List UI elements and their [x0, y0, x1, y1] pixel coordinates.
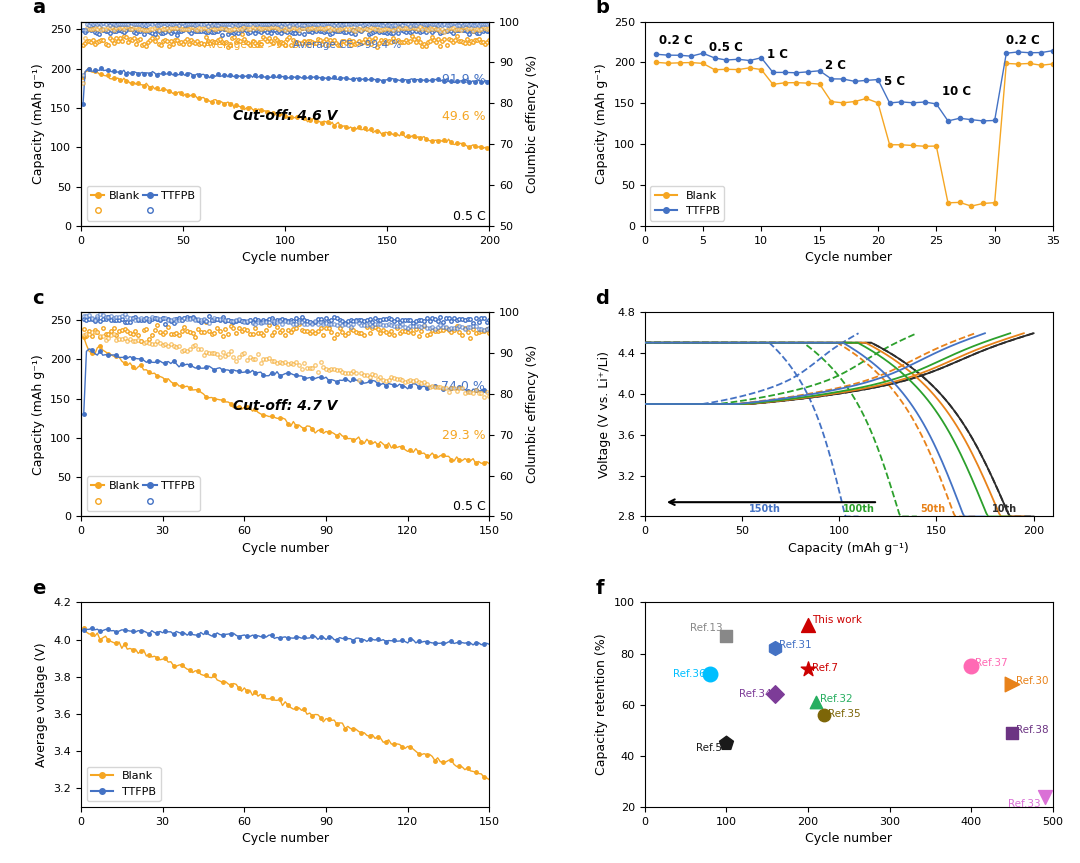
- Text: 29.3 %: 29.3 %: [442, 429, 485, 442]
- Text: Ref.37: Ref.37: [975, 658, 1008, 668]
- Text: Ref.32: Ref.32: [820, 694, 853, 704]
- Text: e: e: [32, 579, 45, 598]
- Text: 0.5 C: 0.5 C: [453, 210, 485, 223]
- Text: Average CE >99.4 %: Average CE >99.4 %: [294, 41, 402, 50]
- X-axis label: Cycle number: Cycle number: [806, 832, 892, 845]
- Legend: Blank, , TTFPB, : Blank, , TTFPB,: [86, 186, 200, 221]
- Text: Average CE >98.3 %: Average CE >98.3 %: [203, 41, 312, 50]
- Text: 50th: 50th: [920, 504, 945, 514]
- Text: d: d: [595, 289, 609, 308]
- Point: [767, 641, 784, 655]
- Point: [717, 736, 734, 750]
- Text: Ref.31: Ref.31: [780, 640, 812, 651]
- Text: Ref.7: Ref.7: [812, 664, 838, 673]
- Point: [1003, 726, 1021, 740]
- Text: 2 C: 2 C: [825, 59, 847, 72]
- Y-axis label: Columbic effiency (%): Columbic effiency (%): [526, 345, 539, 483]
- Legend: Blank, TTFPB: Blank, TTFPB: [650, 186, 725, 221]
- Text: c: c: [32, 289, 43, 308]
- Text: 10th: 10th: [991, 504, 1017, 514]
- Text: 74.0 %: 74.0 %: [442, 380, 485, 393]
- X-axis label: Cycle number: Cycle number: [242, 832, 328, 845]
- Text: 0.5 C: 0.5 C: [708, 41, 743, 54]
- Text: a: a: [32, 0, 45, 17]
- Y-axis label: Capacity (mAh g⁻¹): Capacity (mAh g⁻¹): [595, 64, 608, 184]
- Text: This work: This work: [812, 614, 862, 625]
- Text: Cut-off: 4.7 V: Cut-off: 4.7 V: [233, 400, 337, 413]
- Text: 0.2 C: 0.2 C: [659, 35, 692, 47]
- Y-axis label: Capacity retention (%): Capacity retention (%): [595, 633, 608, 776]
- Text: Ref.35: Ref.35: [828, 709, 861, 720]
- X-axis label: Cycle number: Cycle number: [242, 251, 328, 264]
- Text: Ref.33: Ref.33: [1008, 799, 1041, 809]
- Y-axis label: Capacity (mAh g⁻¹): Capacity (mAh g⁻¹): [31, 354, 44, 475]
- Text: b: b: [595, 0, 609, 17]
- Text: Ref.30: Ref.30: [1016, 677, 1049, 686]
- Text: 150th: 150th: [750, 504, 781, 514]
- X-axis label: Cycle number: Cycle number: [242, 542, 328, 555]
- Point: [701, 667, 718, 681]
- Y-axis label: Voltage (V vs. Li⁺/Li): Voltage (V vs. Li⁺/Li): [598, 350, 611, 478]
- Text: 0.2 C: 0.2 C: [1007, 35, 1040, 47]
- Legend: Blank, TTFPB: Blank, TTFPB: [86, 767, 161, 802]
- Point: [767, 688, 784, 702]
- Y-axis label: Columbic effiency (%): Columbic effiency (%): [526, 54, 539, 193]
- Point: [808, 696, 825, 709]
- Text: Ref.38: Ref.38: [1016, 725, 1049, 734]
- X-axis label: Cycle number: Cycle number: [806, 251, 892, 264]
- Y-axis label: Average voltage (V): Average voltage (V): [35, 642, 48, 767]
- Text: Ref.5: Ref.5: [697, 743, 723, 753]
- Text: 10 C: 10 C: [942, 85, 971, 98]
- Text: f: f: [595, 579, 604, 598]
- Text: 5 C: 5 C: [883, 75, 905, 88]
- Point: [1003, 677, 1021, 691]
- Point: [962, 659, 980, 673]
- Point: [815, 708, 833, 721]
- Text: Ref.34: Ref.34: [739, 689, 771, 699]
- Legend: Blank, , TTFPB, : Blank, , TTFPB,: [86, 476, 200, 511]
- Text: 1 C: 1 C: [767, 48, 788, 61]
- Text: Cut-off: 4.6 V: Cut-off: 4.6 V: [233, 109, 337, 123]
- Text: 91.9 %: 91.9 %: [442, 73, 485, 86]
- Y-axis label: Capacity (mAh g⁻¹): Capacity (mAh g⁻¹): [31, 64, 44, 184]
- Point: [799, 662, 816, 676]
- Text: Ref.13: Ref.13: [689, 622, 723, 633]
- Point: [799, 619, 816, 633]
- Text: 0.5 C: 0.5 C: [453, 501, 485, 513]
- X-axis label: Capacity (mAh g⁻¹): Capacity (mAh g⁻¹): [788, 542, 909, 555]
- Text: Ref.36: Ref.36: [673, 669, 706, 678]
- Point: [1036, 790, 1053, 803]
- Text: 100th: 100th: [842, 504, 875, 514]
- Text: 49.6 %: 49.6 %: [442, 110, 485, 123]
- Point: [717, 629, 734, 643]
